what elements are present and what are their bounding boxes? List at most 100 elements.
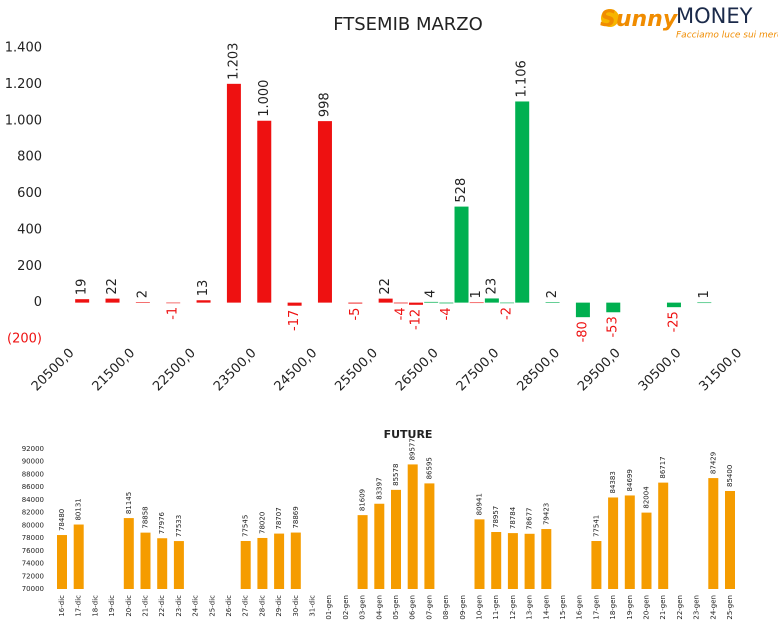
bar	[348, 302, 363, 304]
data-label: 81145	[125, 492, 133, 514]
x-tick-label: 24-gen	[709, 595, 717, 620]
x-tick-label: 19-dic	[108, 595, 116, 617]
bar	[57, 535, 67, 589]
bar	[123, 518, 134, 589]
data-label: 19	[75, 279, 90, 296]
data-label: -5	[348, 308, 363, 321]
bar	[424, 301, 439, 303]
bar	[140, 532, 151, 589]
x-tick-label: 24-dic	[192, 595, 200, 617]
logo-name: Sunny	[600, 7, 679, 32]
y-tick-label: 600	[17, 186, 42, 201]
data-label: 998	[317, 92, 332, 117]
bar	[357, 515, 368, 589]
x-tick-label: 22-gen	[676, 595, 684, 620]
y-tick-label: 82000	[22, 509, 44, 517]
x-tick-label: 16-dic	[58, 595, 66, 617]
data-label: 78858	[142, 506, 150, 528]
bar	[500, 302, 515, 304]
data-label: -25	[666, 311, 681, 332]
y-tick-label: 88000	[22, 470, 44, 478]
bar	[75, 299, 90, 303]
y-tick-label: 1.200	[5, 77, 42, 92]
x-tick-label: 30-dic	[292, 595, 300, 617]
bar	[378, 298, 393, 303]
y-tick-label: 72000	[22, 572, 44, 580]
x-tick-label: 20500,0	[29, 346, 78, 395]
bar	[287, 302, 302, 306]
y-tick-label: 90000	[22, 458, 44, 466]
x-tick-label: 29-dic	[275, 595, 283, 617]
bar	[658, 482, 669, 589]
x-tick-label: 14-gen	[542, 595, 550, 620]
x-tick-label: 29500,0	[575, 346, 624, 395]
chart-title: FUTURE	[384, 428, 433, 441]
bar	[606, 302, 621, 313]
x-tick-label: 16-gen	[576, 595, 584, 620]
x-tick-label: 03-gen	[359, 595, 367, 620]
logo-name2: MONEY	[676, 4, 753, 28]
data-label: 1.106	[515, 60, 530, 97]
data-label: 23	[484, 278, 499, 295]
bar	[454, 206, 469, 303]
x-tick-label: 07-gen	[425, 595, 433, 620]
data-label: -12	[409, 309, 424, 330]
x-tick-label: 22500,0	[150, 346, 199, 395]
y-tick-label: 200	[17, 259, 42, 274]
data-label: -4	[393, 307, 408, 320]
bar	[484, 298, 499, 303]
bar	[591, 541, 602, 589]
data-label: 78480	[58, 509, 66, 531]
bar	[73, 524, 84, 589]
x-tick-label: 06-gen	[409, 595, 417, 620]
data-label: 4	[424, 290, 439, 298]
data-label: 77533	[175, 515, 183, 537]
bar	[641, 512, 652, 589]
bar	[524, 533, 535, 589]
data-label: 81609	[359, 489, 367, 511]
y-tick-label: 70000	[22, 585, 44, 593]
y-tick-label: 74000	[22, 560, 44, 568]
bar	[393, 302, 408, 304]
data-label: 78957	[492, 506, 500, 528]
bar	[226, 83, 241, 303]
bar	[409, 302, 423, 305]
data-label: -1	[166, 307, 181, 320]
x-tick-label: 18-dic	[91, 595, 99, 617]
x-tick-label: 17-dic	[75, 595, 83, 617]
data-label: 78020	[258, 512, 266, 534]
y-tick-label: (200)	[7, 332, 42, 347]
data-label: 1	[697, 290, 712, 298]
x-tick-label: 12-gen	[509, 595, 517, 620]
bar	[439, 302, 454, 304]
y-tick-label: 1.000	[5, 113, 42, 128]
bar	[515, 101, 530, 303]
x-tick-label: 21-gen	[659, 595, 667, 620]
x-tick-label: 19-gen	[626, 595, 634, 620]
data-label: 84383	[609, 471, 617, 493]
data-label: 22	[378, 278, 393, 295]
data-label: 85400	[726, 465, 734, 487]
x-tick-label: 21-dic	[142, 595, 150, 617]
data-label: 2	[545, 290, 560, 298]
y-tick-label: 400	[17, 222, 42, 237]
x-tick-label: 27-dic	[242, 595, 250, 617]
data-label: 77976	[158, 511, 166, 534]
bar	[274, 533, 285, 589]
bar	[173, 541, 184, 589]
data-label: 1.000	[257, 80, 272, 117]
x-tick-label: 26500,0	[393, 346, 442, 395]
data-label: 77541	[592, 515, 600, 537]
x-tick-label: 10-gen	[476, 595, 484, 620]
bar	[491, 532, 502, 589]
data-label: -80	[575, 321, 590, 342]
bar	[725, 491, 735, 589]
x-tick-label: 30500,0	[636, 346, 685, 395]
data-label: 80941	[476, 493, 484, 515]
bar	[507, 533, 518, 589]
y-tick-label: 92000	[22, 445, 44, 453]
x-tick-label: 11-gen	[492, 595, 500, 620]
logo-sun	[601, 9, 619, 27]
